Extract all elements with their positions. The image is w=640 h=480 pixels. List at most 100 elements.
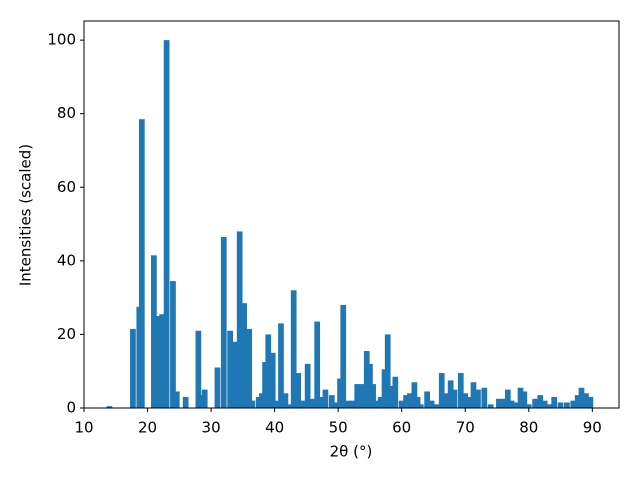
bar bbox=[525, 404, 532, 408]
bar bbox=[349, 400, 356, 408]
y-tick-label: 80 bbox=[57, 104, 76, 122]
bar bbox=[151, 255, 157, 408]
bar bbox=[214, 367, 221, 408]
bar bbox=[578, 387, 585, 408]
bar bbox=[344, 400, 351, 408]
x-tick-label: 60 bbox=[392, 419, 411, 437]
bar bbox=[318, 396, 324, 408]
bar bbox=[532, 398, 538, 408]
bar bbox=[286, 404, 293, 408]
bar bbox=[513, 402, 519, 408]
bar bbox=[367, 363, 373, 408]
x-tick-label: 40 bbox=[265, 419, 284, 437]
bar bbox=[255, 396, 262, 408]
bar bbox=[340, 304, 347, 408]
bar bbox=[407, 393, 413, 408]
bar bbox=[354, 384, 361, 408]
bar bbox=[322, 389, 329, 408]
bar bbox=[583, 393, 589, 408]
bar bbox=[236, 231, 243, 408]
bar bbox=[249, 400, 256, 408]
bar bbox=[381, 369, 388, 408]
bar bbox=[447, 380, 454, 408]
bar bbox=[159, 314, 166, 408]
bar bbox=[220, 236, 227, 408]
bar bbox=[457, 373, 464, 408]
x-tick-label: 50 bbox=[329, 419, 348, 437]
y-axis-label: Intensities (scaled) bbox=[17, 144, 35, 286]
bar bbox=[504, 389, 511, 408]
bar bbox=[182, 396, 189, 408]
bar bbox=[466, 396, 473, 408]
bar bbox=[424, 391, 430, 408]
bar bbox=[587, 396, 594, 408]
bar bbox=[428, 400, 435, 408]
bar bbox=[170, 281, 176, 408]
bar bbox=[163, 40, 170, 409]
bar bbox=[295, 373, 301, 408]
y-tick-label: 100 bbox=[47, 31, 76, 49]
bar bbox=[500, 398, 507, 408]
bar bbox=[570, 400, 577, 408]
bar bbox=[314, 321, 321, 408]
bar bbox=[278, 323, 284, 408]
bar bbox=[201, 389, 208, 408]
bar bbox=[155, 316, 162, 408]
bar bbox=[363, 350, 370, 408]
x-tick-label: 10 bbox=[74, 419, 93, 437]
bar bbox=[106, 406, 113, 408]
bar bbox=[370, 384, 376, 408]
bar bbox=[481, 387, 488, 408]
bar bbox=[521, 391, 528, 408]
bar bbox=[290, 290, 297, 408]
bar bbox=[470, 382, 477, 408]
y-tick-label: 40 bbox=[57, 251, 76, 269]
bar bbox=[398, 400, 405, 408]
bar bbox=[433, 404, 440, 408]
bar bbox=[195, 330, 202, 408]
bar bbox=[130, 328, 136, 408]
bar bbox=[246, 328, 253, 408]
bar bbox=[309, 398, 316, 408]
bar bbox=[282, 393, 289, 408]
bar bbox=[198, 395, 205, 408]
bar bbox=[517, 387, 524, 408]
x-tick-label: 80 bbox=[519, 419, 538, 437]
bar bbox=[475, 389, 481, 408]
bar bbox=[417, 404, 424, 408]
bar bbox=[557, 402, 564, 408]
bar bbox=[384, 334, 391, 408]
bar bbox=[259, 393, 265, 408]
bar bbox=[300, 400, 307, 408]
bar bbox=[359, 384, 366, 408]
bar bbox=[574, 395, 581, 408]
x-axis-label: 2θ (°) bbox=[330, 443, 373, 461]
bar bbox=[328, 395, 335, 408]
bar bbox=[414, 396, 421, 408]
bar bbox=[541, 400, 548, 408]
y-tick-label: 0 bbox=[66, 399, 76, 417]
bar bbox=[241, 303, 247, 408]
bar bbox=[451, 389, 458, 408]
bar bbox=[304, 363, 311, 408]
x-tick-label: 90 bbox=[583, 419, 602, 437]
bar bbox=[262, 362, 268, 408]
x-tick-label: 30 bbox=[202, 419, 221, 437]
bar bbox=[265, 334, 272, 408]
x-tick-label: 20 bbox=[138, 419, 157, 437]
y-tick-label: 60 bbox=[57, 178, 76, 196]
bar bbox=[487, 404, 494, 408]
bar bbox=[438, 373, 445, 408]
bar bbox=[269, 352, 276, 408]
bar bbox=[403, 395, 410, 408]
bar bbox=[537, 395, 544, 408]
bar bbox=[138, 119, 145, 408]
bar bbox=[373, 400, 380, 408]
bar bbox=[231, 341, 238, 408]
bar bbox=[227, 330, 233, 408]
bar bbox=[392, 376, 399, 408]
plot-frame bbox=[83, 20, 620, 409]
bar bbox=[274, 400, 281, 408]
bar bbox=[546, 404, 552, 408]
